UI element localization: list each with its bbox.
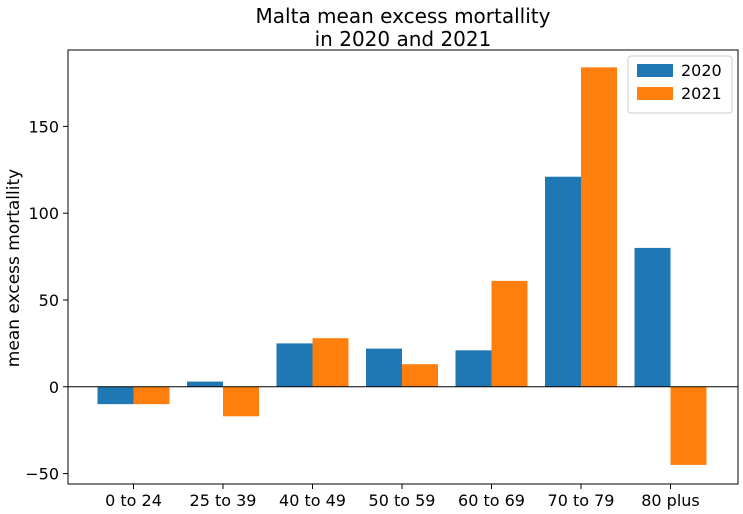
- bar-2021-80-plus: [670, 386, 707, 465]
- plot-area: −50 0 50 100 150 0 to 24 25 to 39 40 to 49 50 to…: [25, 67, 738, 510]
- x-tick-label: 25 to 39: [190, 491, 257, 510]
- x-tick-label: 80 plus: [641, 491, 700, 510]
- y-tick-label: 50: [39, 291, 59, 310]
- x-tick-label: 70 to 79: [548, 491, 615, 510]
- bar-2021-25-to-39: [223, 386, 259, 417]
- plot-frame: [67, 49, 739, 485]
- y-tick-label: 150: [28, 117, 59, 136]
- bar-2020-25-to-39: [187, 381, 223, 387]
- bar-2021-70-to-79: [581, 67, 617, 387]
- x-tick-label: 50 to 59: [369, 491, 436, 510]
- bar-2021-50-to-59: [402, 364, 438, 387]
- y-axis-label: mean excess mortallity: [4, 169, 24, 367]
- x-tick-label: 40 to 49: [279, 491, 346, 510]
- chart-title-line-2: in 2020 and 2021: [315, 27, 492, 51]
- y-tick-label: 0: [49, 378, 59, 397]
- legend-swatch-2020: [637, 64, 673, 77]
- bar-2020-60-to-69: [455, 350, 492, 387]
- legend-label-2020: 2020: [681, 61, 722, 80]
- bar-2020-40-to-49: [276, 343, 313, 387]
- x-tick-label: 0 to 24: [105, 491, 162, 510]
- x-tick-label: 60 to 69: [458, 491, 525, 510]
- bar-2020-0-to-24: [97, 386, 134, 405]
- legend-label-2021: 2021: [681, 84, 722, 103]
- bar-2021-0-to-24: [133, 386, 170, 405]
- y-tick-label: 100: [28, 204, 59, 223]
- bar-2020-50-to-59: [366, 348, 402, 387]
- bar-2020-80-plus: [634, 247, 671, 387]
- legend-swatch-2021: [637, 87, 673, 100]
- bar-2021-40-to-49: [312, 338, 349, 387]
- chart-title-line-1: Malta mean excess mortallity: [256, 4, 551, 28]
- legend: 2020 2021: [627, 55, 733, 114]
- bar-2020-70-to-79: [545, 176, 581, 387]
- y-tick-label: −50: [25, 465, 59, 484]
- bar-2021-60-to-69: [491, 280, 528, 387]
